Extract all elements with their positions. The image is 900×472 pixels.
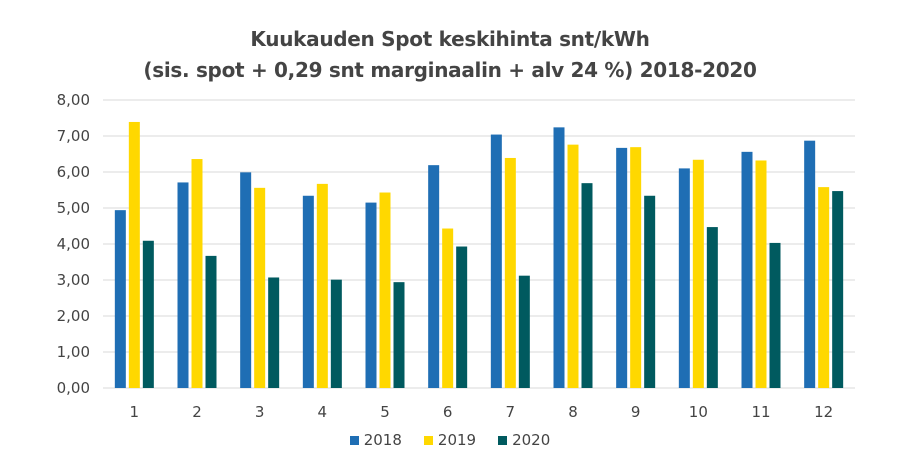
chart-subtitle: (sis. spot + 0,29 snt marginaalin + alv … — [143, 58, 757, 82]
bar-2019-12 — [818, 187, 830, 388]
y-tick-label: 4,00 — [57, 235, 90, 253]
x-tick-label: 11 — [751, 403, 770, 421]
bar-2020-1 — [142, 240, 154, 388]
bar-2018-5 — [365, 202, 377, 388]
legend-label: 2019 — [437, 431, 477, 449]
x-tick-label: 3 — [255, 403, 265, 421]
bar-2019-8 — [567, 144, 579, 388]
x-tick-label: 2 — [192, 403, 202, 421]
y-tick-label: 6,00 — [57, 163, 90, 181]
x-tick-label: 12 — [814, 403, 833, 421]
legend-label: 2020 — [512, 431, 551, 449]
bar-2018-7 — [490, 134, 502, 388]
y-tick-label: 7,00 — [57, 127, 90, 145]
y-tick-label: 8,00 — [57, 91, 90, 109]
bar-2020-10 — [706, 227, 718, 388]
bar-2019-4 — [316, 183, 328, 388]
legend-label: 2018 — [363, 431, 402, 449]
x-tick-label: 1 — [130, 403, 140, 421]
bar-2019-11 — [755, 160, 767, 388]
bar-2020-7 — [518, 275, 530, 388]
y-tick-label: 1,00 — [57, 343, 90, 361]
bar-2020-4 — [330, 279, 342, 388]
legend-swatch — [498, 435, 508, 445]
chart-title: Kuukauden Spot keskihinta snt/kWh — [250, 27, 650, 51]
x-tick-label: 5 — [380, 403, 390, 421]
legend: 2018 2019 2020 — [0, 431, 900, 449]
bar-2018-10 — [678, 168, 690, 388]
x-tick-label: 10 — [689, 403, 708, 421]
legend-item-2020: 2020 — [498, 431, 550, 449]
bar-2018-11 — [741, 151, 753, 388]
bar-2019-7 — [504, 157, 516, 388]
legend-item-2019: 2019 — [423, 431, 477, 449]
bar-2019-5 — [379, 192, 391, 388]
bar-2020-8 — [581, 183, 593, 388]
bar-2020-6 — [456, 246, 468, 388]
legend-item-2018: 2018 — [349, 431, 402, 449]
bar-2018-2 — [177, 182, 189, 388]
y-tick-label: 2,00 — [57, 307, 90, 325]
bar-2020-5 — [393, 282, 405, 388]
x-tick-label: 7 — [506, 403, 516, 421]
bar-2019-6 — [442, 228, 454, 388]
bar-2018-4 — [302, 195, 314, 388]
bar-2018-12 — [804, 140, 816, 388]
legend-swatch — [349, 435, 359, 445]
bar-2018-3 — [240, 172, 252, 388]
bar-2018-6 — [428, 165, 440, 388]
bar-2020-3 — [268, 277, 280, 388]
x-tick-label: 4 — [318, 403, 328, 421]
y-tick-label: 3,00 — [57, 271, 90, 289]
x-tick-label: 9 — [631, 403, 641, 421]
bar-2018-1 — [114, 210, 126, 388]
x-tick-label: 6 — [443, 403, 453, 421]
bar-2018-9 — [616, 147, 628, 388]
bar-2020-11 — [769, 242, 781, 388]
bar-2020-9 — [644, 195, 656, 388]
bar-2019-1 — [128, 121, 140, 389]
x-tick-label: 8 — [568, 403, 578, 421]
y-tick-label: 5,00 — [57, 199, 90, 217]
legend-swatch — [423, 435, 433, 445]
bar-2019-3 — [254, 187, 266, 388]
bar-2019-10 — [692, 159, 704, 388]
y-tick-label: 0,00 — [57, 379, 90, 397]
bar-2019-2 — [191, 159, 203, 388]
bar-2020-2 — [205, 255, 217, 388]
bar-2018-8 — [553, 127, 565, 389]
bar-2020-12 — [832, 191, 844, 388]
bar-2019-9 — [630, 147, 642, 388]
